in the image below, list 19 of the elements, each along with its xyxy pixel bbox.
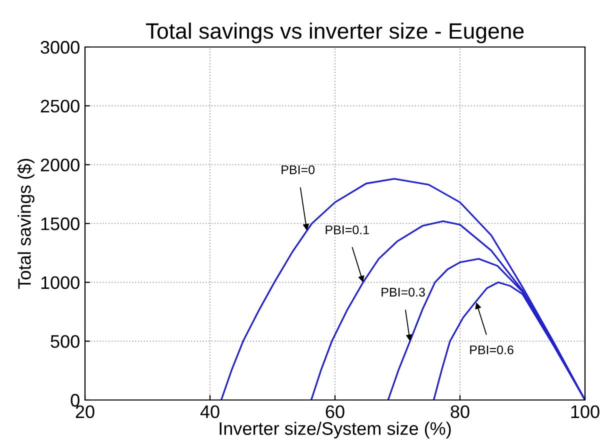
x-tick-label: 80 [450, 405, 470, 418]
chart-title: Total savings vs inverter size - Eugene [146, 22, 524, 44]
x-tick-label: 100 [571, 405, 600, 418]
annotation: PBI=0.6 [470, 345, 514, 354]
y-tick-label: 1000 [41, 276, 80, 290]
annotation: PBI=0.3 [382, 288, 425, 297]
annotation: PBI=0 [282, 165, 315, 174]
x-tick-label: 60 [326, 405, 344, 418]
y-tick-label: 0 [70, 394, 80, 407]
annotation: PBI=0.1 [326, 225, 369, 234]
x-tick-label: 20 [76, 405, 94, 418]
x-axis-title: Inverter size/System size (%) [220, 422, 451, 439]
y-tick-label: 2000 [40, 158, 80, 172]
x-tick-label: 40 [200, 405, 220, 418]
y-tick-label: 1500 [41, 217, 80, 230]
y-tick-label: 2500 [40, 100, 80, 113]
y-tick-label: 3000 [40, 40, 80, 54]
y-axis-title: Total savings ($) [17, 158, 34, 289]
y-tick-label: 500 [50, 335, 80, 348]
